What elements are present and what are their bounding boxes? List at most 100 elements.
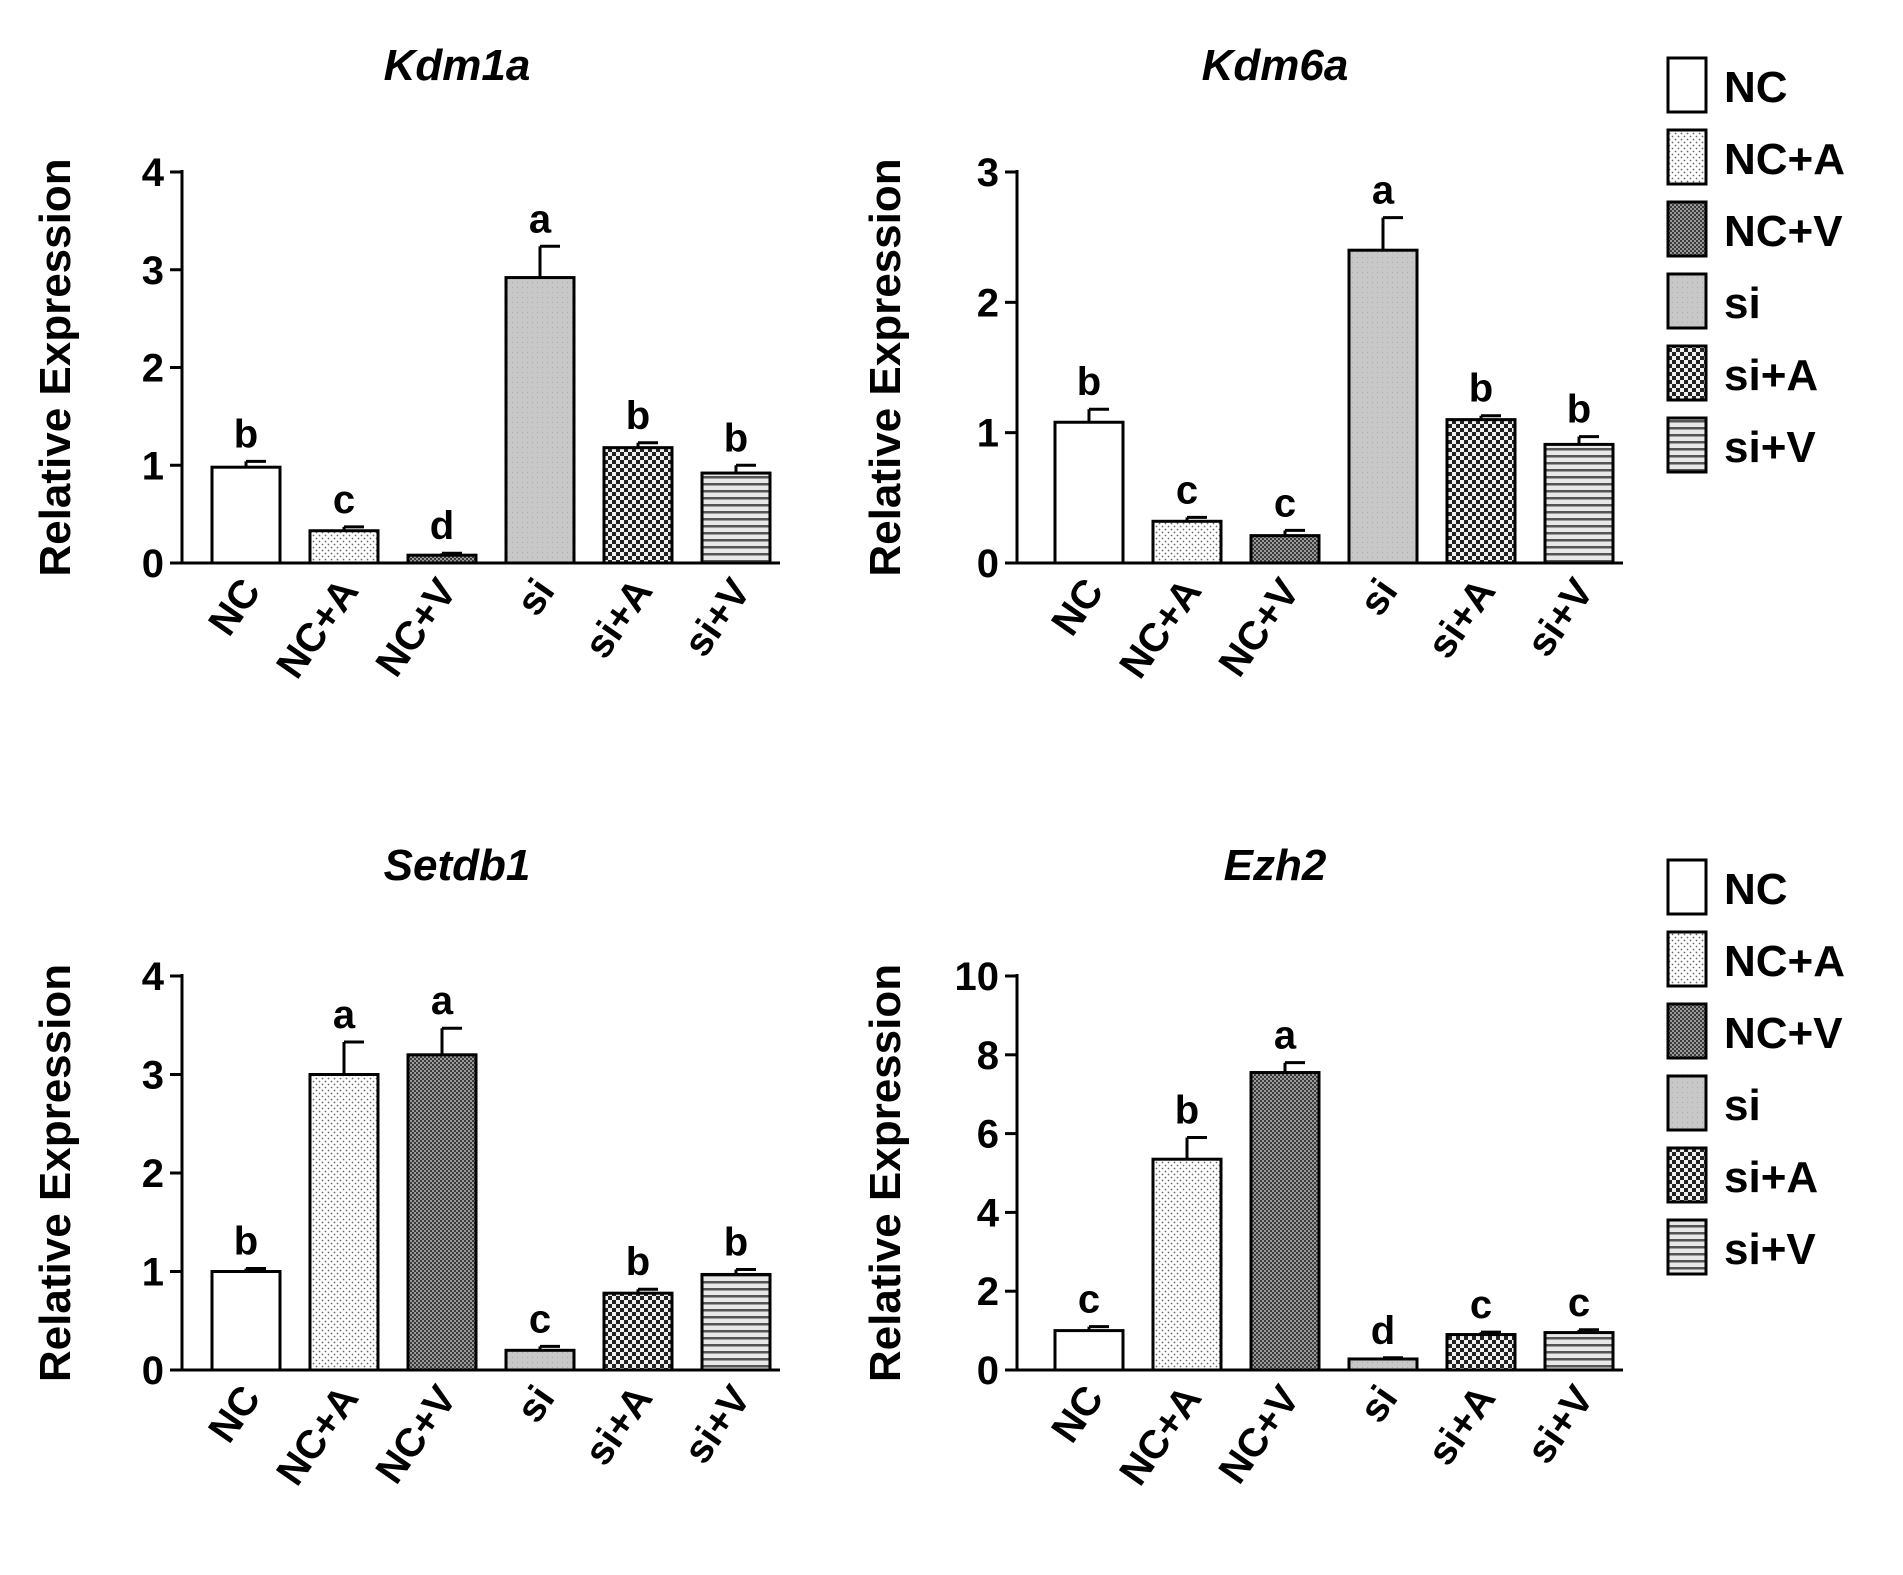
- chart-panel-setdb1: Setdb1 Relative Expression 0 1 2 3 4 b NC a NC+A a N…: [31, 841, 780, 1493]
- x-tick-label: si+A: [1419, 571, 1504, 666]
- legend-swatch: [1666, 858, 1708, 916]
- bar-si: [1347, 1357, 1419, 1372]
- y-tick-label: 0: [977, 1349, 999, 1393]
- chart-panel-kdm1a: Kdm1a Relative Expression 0 1 2 3 4 b NC c NC+A d NC…: [31, 41, 780, 686]
- significance-label: c: [1078, 1278, 1100, 1322]
- y-tick-label: 4: [142, 151, 165, 195]
- bar-nc-a: [308, 1073, 380, 1372]
- x-tick-label: NC: [1043, 1378, 1112, 1451]
- x-tick-label: si: [508, 571, 563, 624]
- legend-swatch: [1666, 56, 1708, 114]
- chart-title: Kdm1a: [384, 41, 531, 90]
- legend: NC NC+A NC+V si si+A si+V: [1666, 56, 1845, 474]
- significance-label: c: [333, 478, 355, 522]
- legend-swatch: [1666, 128, 1708, 186]
- y-axis-label: Relative Expression: [861, 158, 910, 576]
- bar-si-v: [1543, 1331, 1615, 1372]
- y-axis-label: Relative Expression: [861, 964, 910, 1382]
- x-tick-label: NC+V: [1210, 1378, 1308, 1492]
- y-axis-label: Relative Expression: [31, 158, 80, 576]
- y-tick-label: 2: [142, 347, 164, 391]
- significance-label: b: [1469, 367, 1493, 411]
- y-tick-label: 6: [977, 1113, 999, 1157]
- x-tick-label: NC: [200, 1378, 269, 1451]
- legend-label: NC+A: [1724, 937, 1845, 986]
- significance-label: b: [626, 394, 650, 438]
- y-tick-label: 0: [142, 542, 164, 586]
- bar-nc-a: [1151, 1157, 1223, 1372]
- bar-si: [504, 276, 576, 565]
- y-tick-label: 3: [142, 1054, 164, 1098]
- x-tick-label: si+V: [675, 1378, 759, 1472]
- bar-nc-a: [308, 529, 380, 565]
- significance-label: a: [529, 197, 552, 241]
- significance-label: c: [1470, 1283, 1492, 1327]
- x-tick-label: NC+V: [367, 1378, 465, 1492]
- legend-swatch: [1666, 344, 1708, 402]
- significance-label: d: [430, 504, 454, 548]
- x-tick-label: si+V: [1518, 571, 1602, 665]
- legend-swatch: [1666, 200, 1708, 258]
- significance-label: b: [724, 1221, 748, 1265]
- chart-title: Setdb1: [384, 841, 531, 890]
- y-axis-label: Relative Expression: [31, 964, 80, 1382]
- y-tick-label: 3: [977, 151, 999, 195]
- legend-label: si+V: [1724, 423, 1816, 472]
- x-tick-label: si+A: [576, 571, 661, 666]
- x-tick-label: NC+V: [367, 571, 465, 685]
- significance-label: a: [1372, 169, 1395, 213]
- legend-label: NC+A: [1724, 135, 1845, 184]
- x-tick-label: si+A: [1419, 1378, 1504, 1473]
- x-tick-label: si: [508, 1378, 563, 1431]
- y-tick-label: 10: [955, 955, 1000, 999]
- legend-label: NC: [1724, 865, 1788, 914]
- legend: NC NC+A NC+V si si+A si+V: [1666, 858, 1845, 1276]
- significance-label: b: [234, 1220, 258, 1264]
- bar-nc: [210, 1270, 282, 1372]
- legend-swatch: [1666, 416, 1708, 474]
- y-tick-label: 4: [977, 1191, 1000, 1235]
- bar-si-a: [602, 446, 674, 565]
- legend-swatch: [1666, 1074, 1708, 1132]
- bar-nc-v: [1249, 534, 1321, 565]
- chart-panel-kdm6a: Kdm6a Relative Expression 0 1 2 3 b NC c NC+A c NC+…: [861, 41, 1623, 686]
- significance-label: b: [626, 1240, 650, 1284]
- significance-label: a: [1274, 1014, 1297, 1058]
- x-tick-label: si+V: [1518, 1378, 1602, 1472]
- chart-panel-ezh2: Ezh2 Relative Expression 0 2 4 6 8 10 c NC b NC+A a N…: [861, 841, 1623, 1493]
- x-tick-label: NC: [200, 571, 269, 644]
- bar-nc: [210, 465, 282, 565]
- bar-nc: [1053, 1329, 1125, 1372]
- legend-label: si+V: [1724, 1225, 1816, 1274]
- legend-label: si+A: [1724, 351, 1818, 400]
- y-tick-label: 3: [142, 249, 164, 293]
- y-tick-label: 8: [977, 1034, 999, 1078]
- legend-swatch: [1666, 930, 1708, 988]
- significance-label: a: [333, 993, 356, 1037]
- x-tick-label: NC+A: [1111, 571, 1210, 686]
- legend-label: NC: [1724, 63, 1788, 112]
- significance-label: a: [431, 979, 454, 1023]
- bar-si-a: [1445, 418, 1517, 565]
- x-tick-label: si: [1351, 571, 1406, 624]
- y-tick-label: 1: [142, 1251, 164, 1295]
- significance-label: c: [1568, 1281, 1590, 1325]
- significance-label: c: [1176, 468, 1198, 512]
- bar-nc-v: [1249, 1071, 1321, 1372]
- significance-label: d: [1371, 1309, 1395, 1353]
- x-tick-label: si+V: [675, 571, 759, 665]
- y-tick-label: 4: [142, 955, 165, 999]
- bar-si: [504, 1348, 576, 1372]
- significance-label: b: [1077, 360, 1101, 404]
- x-tick-label: NC+V: [1210, 571, 1308, 685]
- x-tick-label: NC: [1043, 571, 1112, 644]
- significance-label: c: [1274, 481, 1296, 525]
- x-tick-label: si+A: [576, 1378, 661, 1473]
- bar-nc-v: [406, 1053, 478, 1372]
- y-tick-label: 1: [977, 412, 999, 456]
- x-tick-label: NC+A: [268, 571, 367, 686]
- chart-title: Kdm6a: [1202, 41, 1349, 90]
- legend-swatch: [1666, 272, 1708, 330]
- x-tick-label: si: [1351, 1378, 1406, 1431]
